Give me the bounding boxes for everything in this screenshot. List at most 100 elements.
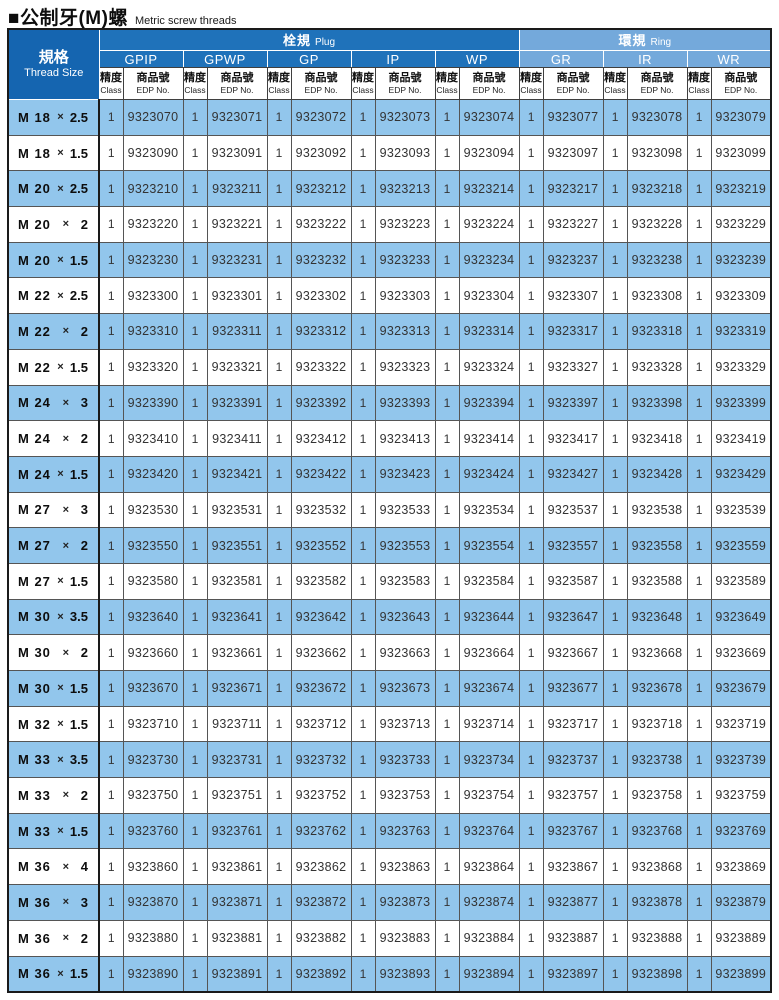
thread-pitch-label: 2	[80, 930, 88, 946]
table-row: M 22 × 2 1 9323310 1 9323311 1 9323312 1 9323313 1 9…	[7, 313, 772, 350]
edp-number: 9323883	[374, 919, 436, 957]
edp-number: 9323233	[374, 241, 436, 279]
multiply-sign: ×	[62, 896, 70, 909]
edp-number: 9323713	[374, 705, 436, 743]
thread-size-cell: M 33 × 1.5	[7, 812, 100, 850]
class-value: 1	[518, 777, 544, 814]
class-value: 1	[98, 241, 124, 279]
edp-number: 9323890	[122, 955, 184, 993]
class-value: 1	[350, 777, 376, 814]
edp-number: 9323421	[206, 455, 268, 493]
thread-size-label: M 32	[18, 716, 51, 732]
edp-number: 9323550	[122, 527, 184, 564]
page-title-en: Metric screw threads	[134, 15, 237, 27]
class-value: 1	[602, 241, 628, 279]
class-value: 1	[518, 134, 544, 172]
class-value: 1	[434, 598, 460, 636]
class-value: 1	[266, 955, 292, 993]
thread-pitch-label: 3	[80, 502, 88, 518]
class-value: 1	[98, 634, 124, 671]
class-value: 1	[602, 955, 628, 993]
edp-number: 9323739	[710, 741, 772, 779]
edp-number: 9323679	[710, 670, 772, 707]
edp-number: 9323870	[122, 884, 184, 921]
thread-pitch-label: 1.5	[69, 466, 88, 482]
edp-number: 9323674	[458, 670, 520, 707]
class-value: 1	[182, 491, 208, 529]
class-value: 1	[518, 562, 544, 600]
thread-pitch-label: 4	[80, 859, 88, 875]
class-value: 1	[434, 955, 460, 993]
class-subheader: 精度 Class	[350, 67, 376, 100]
edp-number: 9323419	[710, 420, 772, 457]
class-value: 1	[602, 99, 628, 136]
class-subheader-zh: 精度	[100, 72, 122, 84]
class-subheader: 精度 Class	[182, 67, 208, 100]
class-value: 1	[518, 527, 544, 564]
multiply-sign: ×	[62, 789, 70, 802]
class-value: 1	[266, 527, 292, 564]
class-value: 1	[686, 919, 712, 957]
thread-pitch-label: 2.5	[69, 181, 88, 197]
class-value: 1	[98, 705, 124, 743]
edp-number: 9323090	[122, 134, 184, 172]
edp-number: 9323757	[542, 777, 604, 814]
thread-size-label: M 18	[18, 145, 51, 161]
class-value: 1	[686, 420, 712, 457]
class-value: 1	[98, 884, 124, 921]
edp-number: 9323313	[374, 313, 436, 350]
class-value: 1	[182, 919, 208, 957]
edp-number: 9323737	[542, 741, 604, 779]
edp-number: 9323872	[290, 884, 352, 921]
table-row: M 33 × 3.5 1 9323730 1 9323731 1 9323732 1 9323733…	[7, 741, 772, 779]
thread-size-cell: M 33 × 3.5	[7, 741, 100, 779]
thread-size-label: M 30	[18, 680, 51, 696]
class-value: 1	[686, 598, 712, 636]
edp-number: 9323862	[290, 848, 352, 886]
edp-number: 9323893	[374, 955, 436, 993]
table-row: M 27 × 1.5 1 9323580 1 9323581 1 9323582 1 9323583…	[7, 562, 772, 600]
class-value: 1	[686, 277, 712, 315]
class-value: 1	[686, 170, 712, 208]
edp-number: 9323882	[290, 919, 352, 957]
edp-number: 9323643	[374, 598, 436, 636]
table-row: M 33 × 1.5 1 9323760 1 9323761 1 9323762 1 9323763…	[7, 812, 772, 850]
column-header-wp: WP	[434, 50, 520, 68]
class-subheader-zh: 精度	[520, 72, 543, 84]
edp-number: 9323221	[206, 206, 268, 243]
class-value: 1	[350, 670, 376, 707]
class-subheader: 精度 Class	[434, 67, 460, 100]
thread-size-cell: M 20 × 2	[7, 206, 100, 243]
class-value: 1	[602, 134, 628, 172]
class-value: 1	[350, 134, 376, 172]
thread-pitch-label: 1.5	[69, 966, 88, 982]
class-value: 1	[182, 634, 208, 671]
class-value: 1	[350, 206, 376, 243]
class-value: 1	[518, 420, 544, 457]
class-value: 1	[350, 634, 376, 671]
thread-size-label: M 20	[18, 181, 51, 197]
class-value: 1	[518, 670, 544, 707]
multiply-sign: ×	[57, 289, 64, 302]
edp-number: 9323398	[626, 384, 688, 422]
edp-number: 9323072	[290, 99, 352, 136]
thread-size-label: M 36	[18, 859, 51, 875]
class-value: 1	[686, 848, 712, 886]
class-subheader-zh: 精度	[184, 72, 206, 84]
edp-number: 9323071	[206, 99, 268, 136]
edp-number: 9323394	[458, 384, 520, 422]
edp-subheader-en: EDP No.	[220, 85, 254, 95]
class-value: 1	[350, 455, 376, 493]
edp-subheader-en: EDP No.	[136, 85, 170, 95]
edp-number: 9323323	[374, 348, 436, 386]
edp-number: 9323312	[290, 313, 352, 350]
multiply-sign: ×	[57, 468, 64, 481]
class-subheader: 精度 Class	[518, 67, 544, 100]
thread-pitch-label: 1.5	[69, 716, 88, 732]
thread-pitch-label: 1.5	[69, 359, 88, 375]
class-value: 1	[686, 705, 712, 743]
table-row: M 24 × 3 1 9323390 1 9323391 1 9323392 1 9323393 1 9…	[7, 384, 772, 422]
edp-number: 9323750	[122, 777, 184, 814]
thread-size-label: M 33	[18, 823, 51, 839]
